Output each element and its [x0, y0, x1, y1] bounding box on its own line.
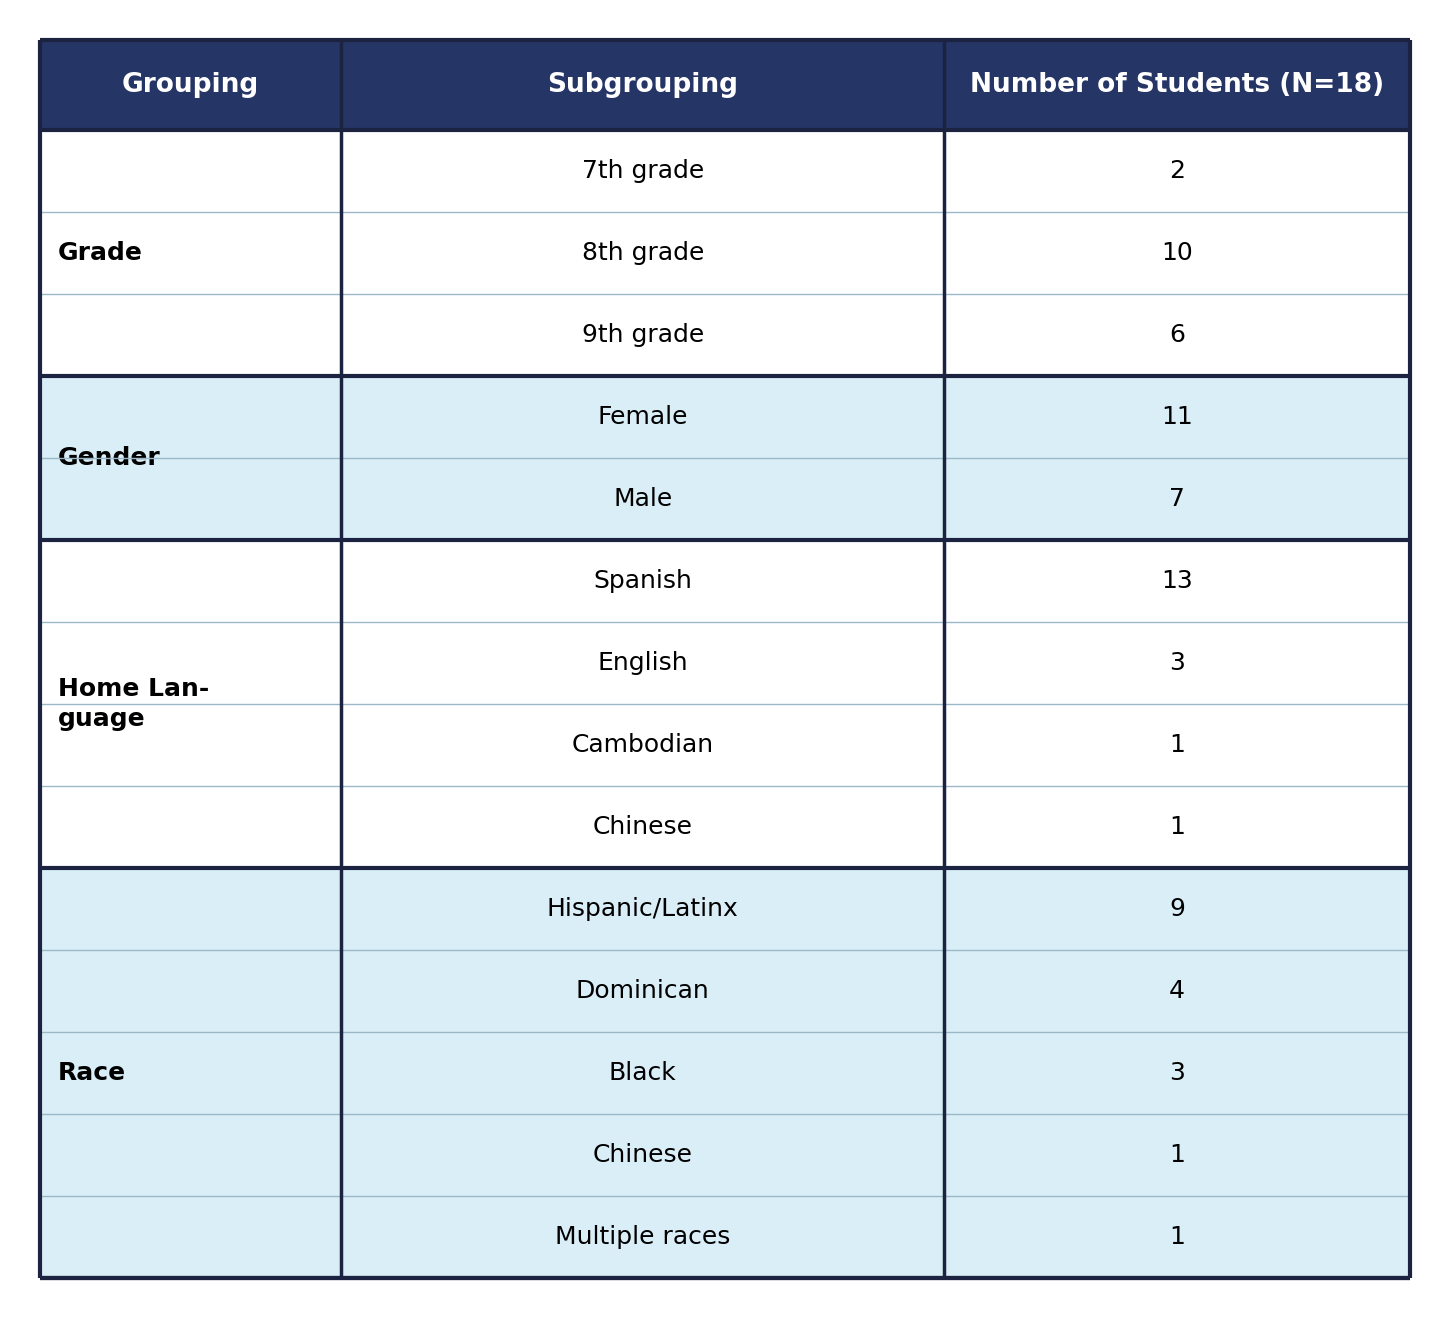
Text: 13: 13 [1161, 568, 1193, 594]
Text: 8th grade: 8th grade [581, 241, 705, 265]
Bar [41, 868, 1409, 950]
Bar [41, 294, 1409, 376]
Bar [41, 786, 1409, 868]
Text: 3: 3 [1169, 651, 1185, 674]
Text: Grouping: Grouping [122, 72, 260, 98]
Text: 2: 2 [1169, 159, 1185, 183]
Text: 10: 10 [1161, 241, 1193, 265]
Text: 7th grade: 7th grade [581, 159, 703, 183]
Bar [41, 130, 1409, 212]
Bar [41, 1032, 1409, 1114]
Text: 1: 1 [1169, 733, 1185, 757]
Bar [41, 950, 1409, 1032]
Text: 3: 3 [1169, 1061, 1185, 1085]
Bar [41, 1196, 1409, 1279]
Text: 4: 4 [1169, 979, 1185, 1003]
Text: 1: 1 [1169, 1226, 1185, 1249]
Text: 9: 9 [1169, 897, 1185, 921]
Text: Number of Students (N=18): Number of Students (N=18) [970, 72, 1385, 98]
Text: Multiple races: Multiple races [555, 1226, 731, 1249]
Text: English: English [597, 651, 689, 674]
Text: Grade: Grade [58, 241, 144, 265]
Text: Cambodian: Cambodian [571, 733, 713, 757]
Text: Chinese: Chinese [593, 815, 693, 839]
Text: Dominican: Dominican [576, 979, 709, 1003]
Bar [41, 212, 1409, 294]
Text: Female: Female [597, 405, 689, 429]
Text: Race: Race [58, 1061, 126, 1085]
Text: 6: 6 [1169, 323, 1185, 347]
Text: 1: 1 [1169, 815, 1185, 839]
Bar [41, 458, 1409, 541]
Bar [41, 40, 1409, 130]
Text: Male: Male [613, 488, 673, 511]
Bar [41, 1114, 1409, 1196]
Text: Chinese: Chinese [593, 1143, 693, 1167]
Text: Home Lan-
guage: Home Lan- guage [58, 677, 209, 731]
Text: 11: 11 [1161, 405, 1193, 429]
Bar [41, 704, 1409, 786]
Text: Subgrouping: Subgrouping [547, 72, 738, 98]
Bar [41, 621, 1409, 704]
Text: Hispanic/Latinx: Hispanic/Latinx [547, 897, 738, 921]
Text: Spanish: Spanish [593, 568, 692, 594]
Bar [41, 376, 1409, 458]
Text: Black: Black [609, 1061, 677, 1085]
Text: 1: 1 [1169, 1143, 1185, 1167]
Bar [41, 541, 1409, 621]
Text: 7: 7 [1169, 488, 1185, 511]
Text: Gender: Gender [58, 447, 161, 470]
Text: 9th grade: 9th grade [581, 323, 703, 347]
